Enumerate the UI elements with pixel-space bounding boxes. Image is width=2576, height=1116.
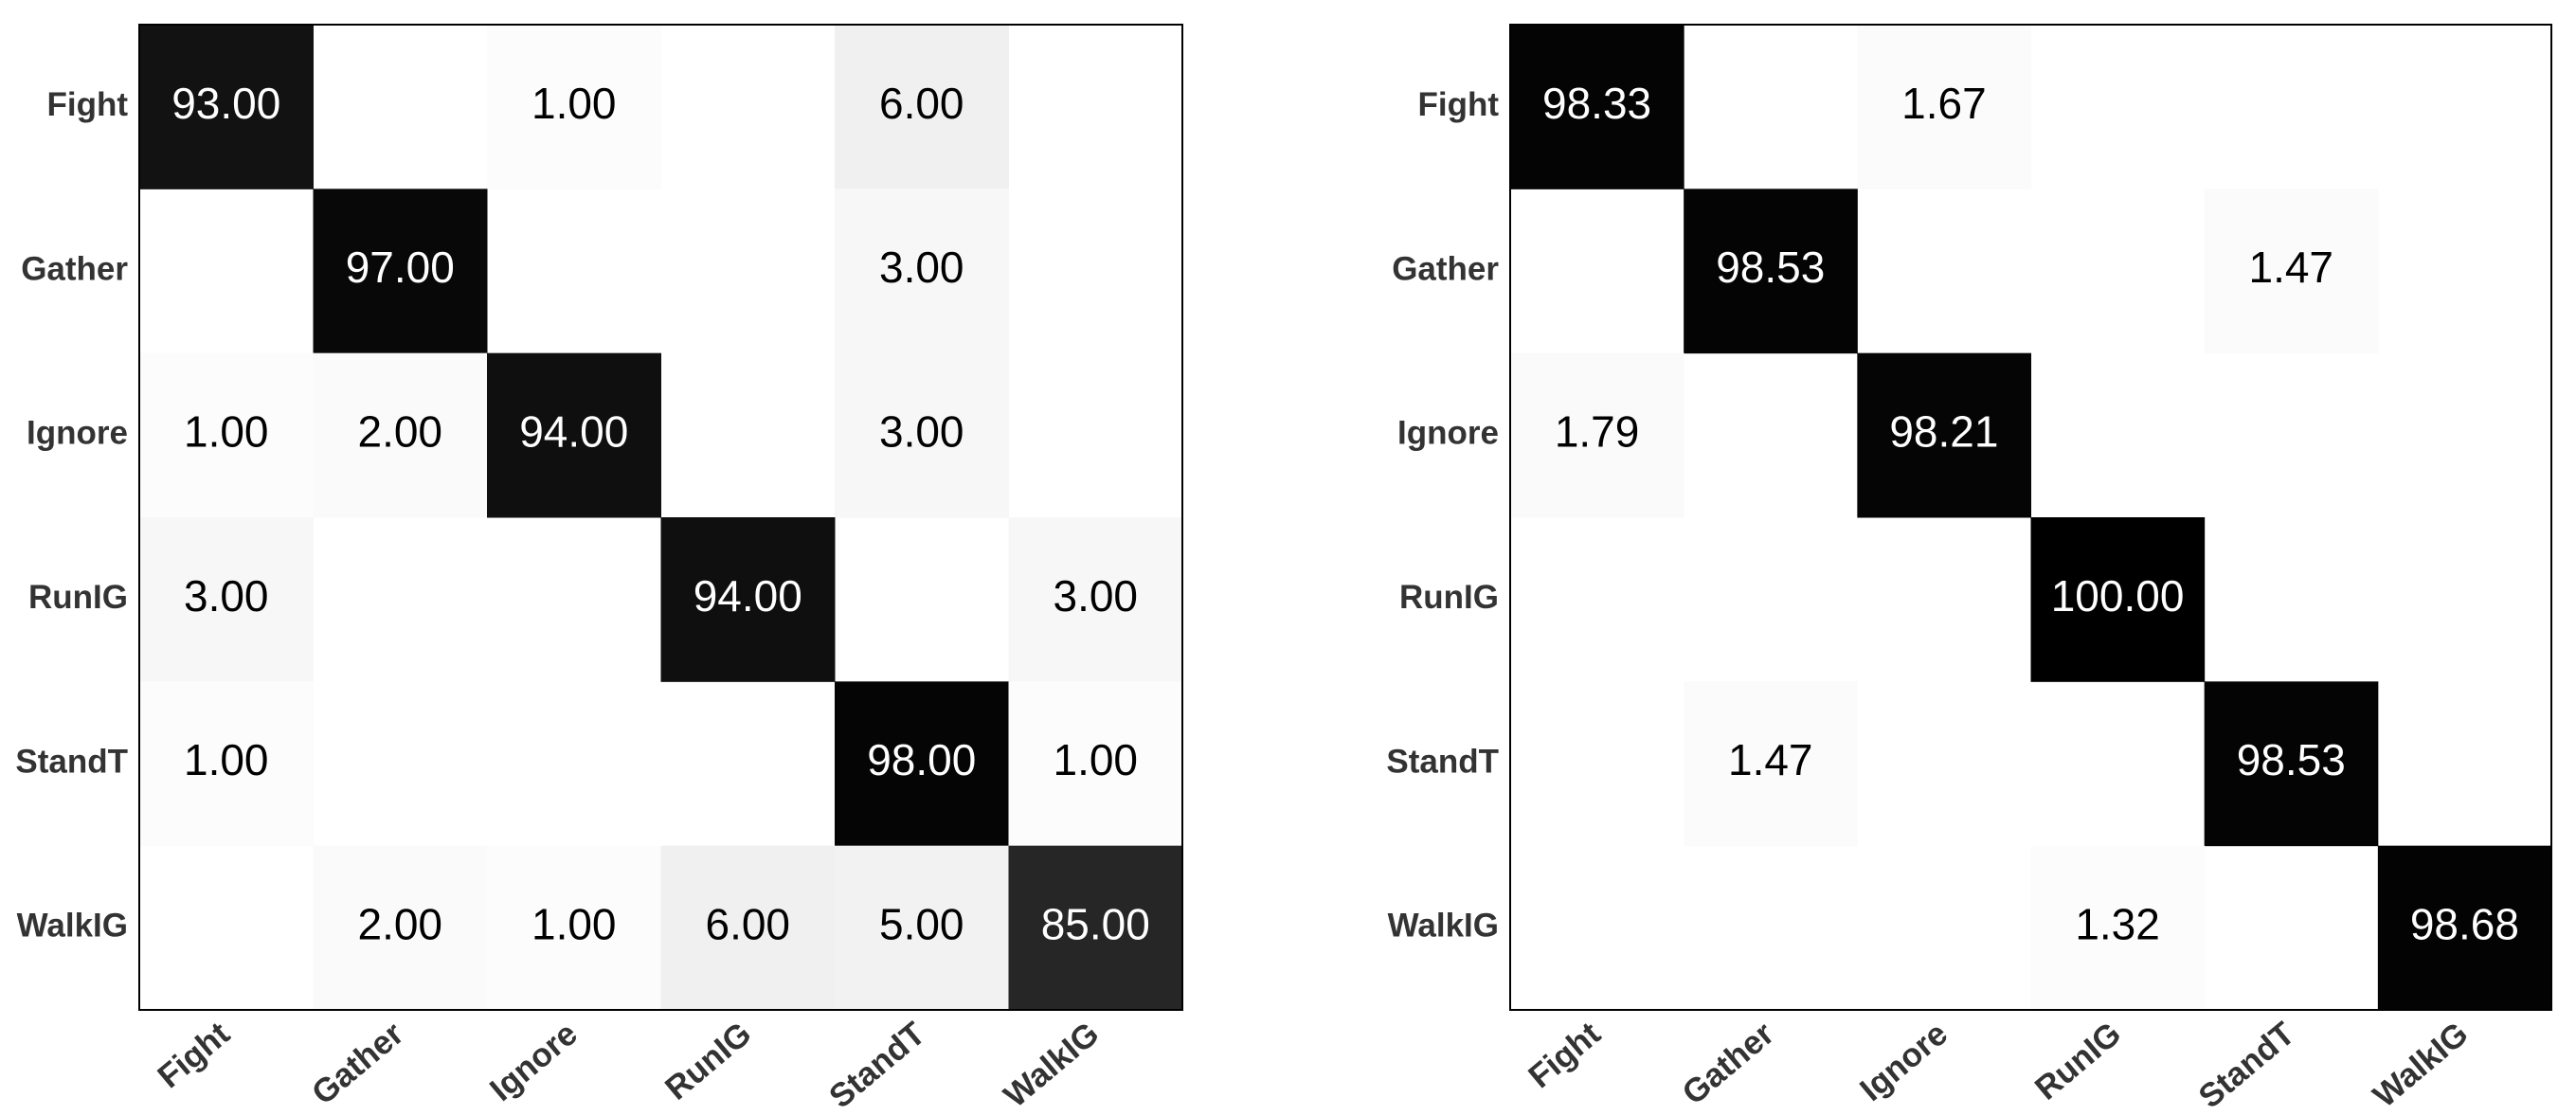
cell bbox=[660, 517, 836, 682]
cell-label: 6.00 bbox=[879, 79, 964, 128]
y-tick-label: Ignore bbox=[27, 415, 128, 452]
cell bbox=[139, 352, 314, 518]
cell bbox=[2204, 189, 2379, 354]
cell bbox=[835, 352, 1009, 518]
cell bbox=[487, 352, 661, 518]
cell-label: 94.00 bbox=[519, 406, 628, 456]
cell-label: 1.32 bbox=[2075, 899, 2160, 948]
cell-label: 2.00 bbox=[357, 899, 442, 948]
cell bbox=[835, 681, 1009, 847]
cell bbox=[1008, 681, 1183, 847]
y-tick-label: WalkIG bbox=[1388, 908, 1499, 945]
y-tick-label: Gather bbox=[1392, 250, 1499, 287]
cell bbox=[2204, 681, 2379, 847]
cell bbox=[139, 25, 314, 189]
cell-label: 85.00 bbox=[1041, 899, 1150, 948]
cell-label: 98.33 bbox=[1542, 79, 1651, 128]
cell bbox=[1008, 517, 1183, 682]
cell bbox=[487, 845, 661, 1011]
cell-label: 1.67 bbox=[1901, 79, 1987, 128]
y-tick-label: Ignore bbox=[1397, 415, 1499, 452]
cell-label: 1.00 bbox=[1053, 735, 1138, 784]
cell-label: 1.00 bbox=[531, 899, 617, 948]
x-tick-label: WalkIG bbox=[997, 1015, 1106, 1114]
cell-label: 94.00 bbox=[694, 571, 802, 621]
cell-label: 1.00 bbox=[531, 79, 617, 128]
cell bbox=[660, 845, 836, 1011]
cell-label: 98.21 bbox=[1889, 406, 1998, 456]
y-tick-label: WalkIG bbox=[17, 908, 128, 945]
cell bbox=[313, 845, 488, 1011]
cell bbox=[835, 189, 1009, 354]
x-tick-label: Gather bbox=[1675, 1015, 1781, 1112]
cell-label: 1.79 bbox=[1555, 406, 1640, 456]
cell bbox=[1857, 352, 2031, 518]
cell-label: 97.00 bbox=[346, 243, 455, 292]
frame bbox=[138, 24, 1183, 1011]
x-tick-label: Ignore bbox=[483, 1015, 585, 1108]
cell-label: 1.00 bbox=[184, 735, 269, 784]
cell bbox=[1008, 845, 1183, 1011]
cell-label: 2.00 bbox=[357, 406, 442, 456]
y-tick-label: Fight bbox=[1417, 86, 1499, 123]
cell bbox=[313, 189, 488, 354]
cell-label: 98.53 bbox=[2237, 735, 2346, 784]
cell bbox=[487, 25, 661, 189]
cell bbox=[1510, 352, 1684, 518]
cell-label: 98.68 bbox=[2410, 899, 2519, 948]
cell-label: 3.00 bbox=[879, 406, 964, 456]
cell bbox=[139, 517, 314, 682]
cell bbox=[139, 681, 314, 847]
cell bbox=[2377, 845, 2552, 1011]
x-tick-label: RunIG bbox=[2028, 1015, 2128, 1107]
y-tick-label: RunIG bbox=[28, 579, 128, 616]
x-tick-label: Ignore bbox=[1853, 1015, 1955, 1108]
cell-label: 6.00 bbox=[705, 899, 790, 948]
cell bbox=[1684, 189, 1858, 354]
x-tick-label: Gather bbox=[305, 1015, 411, 1112]
cell-label: 1.47 bbox=[1728, 735, 1813, 784]
cell-label: 98.53 bbox=[1716, 243, 1825, 292]
cell-label: 5.00 bbox=[879, 899, 964, 948]
x-tick-label: RunIG bbox=[658, 1015, 758, 1107]
cell bbox=[313, 352, 488, 518]
x-tick-label: WalkIG bbox=[2367, 1015, 2476, 1114]
y-tick-label: Fight bbox=[46, 86, 128, 123]
frame bbox=[1509, 24, 2552, 1011]
cell-label: 3.00 bbox=[184, 571, 269, 621]
y-tick-label: Gather bbox=[21, 250, 128, 287]
cell bbox=[835, 845, 1009, 1011]
cell-label: 98.00 bbox=[867, 735, 976, 784]
x-tick-label: StandT bbox=[822, 1015, 932, 1115]
cell-label: 100.00 bbox=[2051, 571, 2185, 621]
y-tick-label: StandT bbox=[15, 743, 128, 780]
cell bbox=[2030, 517, 2206, 682]
cell bbox=[1857, 25, 2031, 189]
cell bbox=[2030, 845, 2206, 1011]
cell bbox=[1510, 25, 1684, 189]
cell-label: 93.00 bbox=[171, 79, 280, 128]
y-tick-label: StandT bbox=[1386, 743, 1499, 780]
cell-label: 1.00 bbox=[184, 406, 269, 456]
cell bbox=[835, 25, 1009, 189]
x-tick-label: Fight bbox=[1522, 1015, 1608, 1095]
cell-label: 3.00 bbox=[879, 243, 964, 292]
y-tick-label: RunIG bbox=[1399, 579, 1499, 616]
cell-label: 1.47 bbox=[2248, 243, 2333, 292]
x-tick-label: Fight bbox=[151, 1015, 237, 1095]
cell-label: 3.00 bbox=[1053, 571, 1138, 621]
x-tick-label: StandT bbox=[2191, 1015, 2301, 1115]
cell bbox=[1684, 681, 1858, 847]
